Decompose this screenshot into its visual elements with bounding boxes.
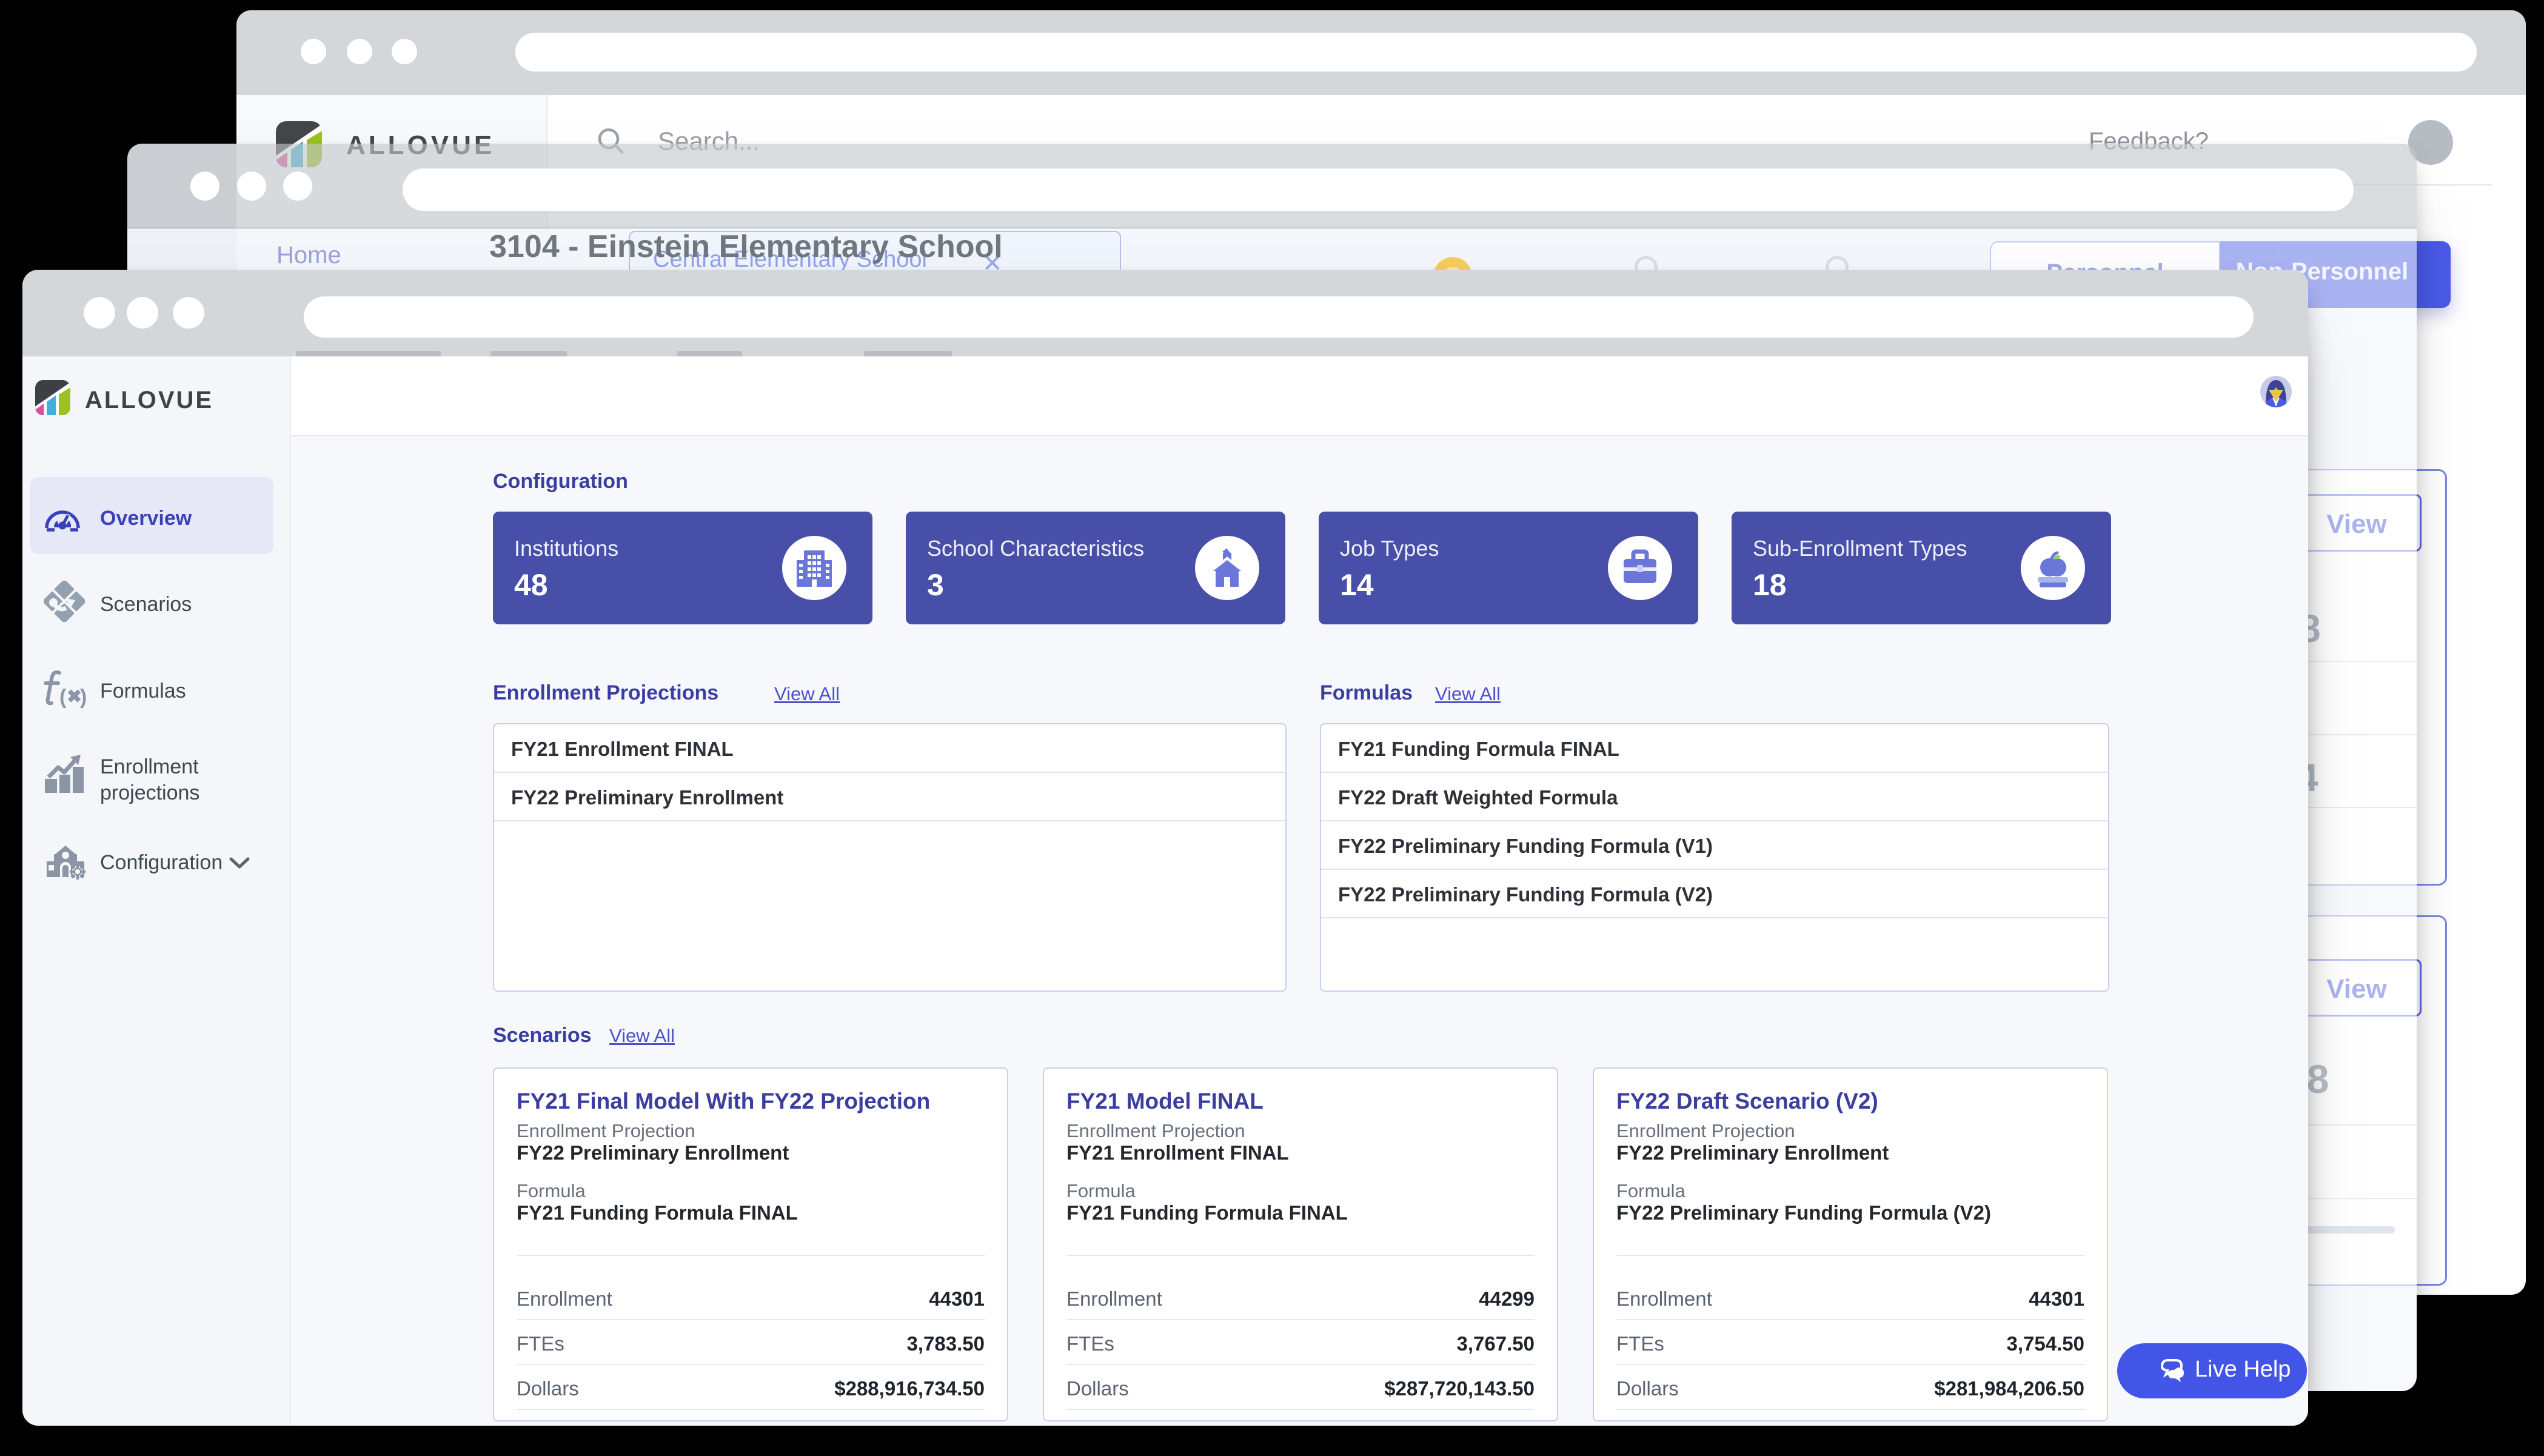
svg-text:(: ( <box>59 686 67 709</box>
svg-text:✖: ✖ <box>67 687 82 707</box>
svg-text:): ) <box>80 686 87 709</box>
